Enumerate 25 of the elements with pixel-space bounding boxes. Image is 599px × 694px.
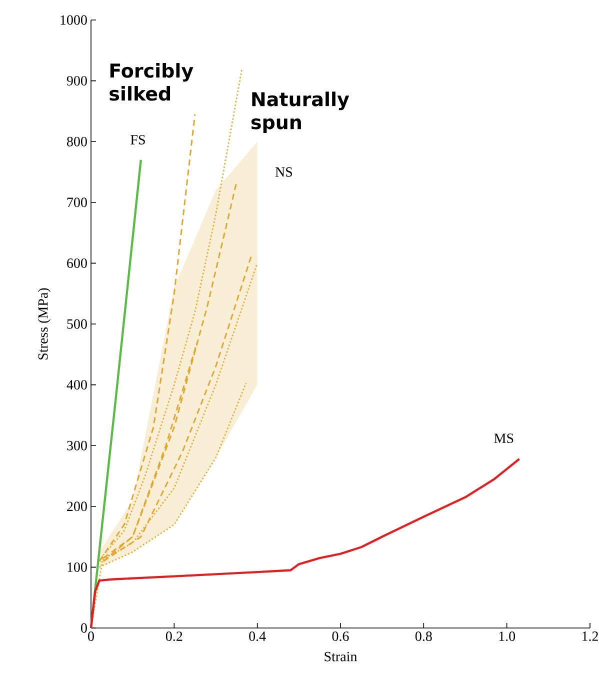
y-tick-label: 400 (66, 380, 87, 390)
annotation: FS (130, 135, 145, 144)
annotation: Naturally spun (251, 92, 350, 134)
y-tick-label: 600 (67, 258, 87, 268)
y-tick-label: 0 (81, 623, 87, 633)
y-tick-label: 900 (66, 76, 87, 86)
y-axis-title: Stress (MPa) (38, 288, 51, 360)
x-tick-label: 1.0 (499, 632, 516, 642)
x-tick-label: 0.6 (332, 632, 349, 642)
x-axis-title: Strain (324, 652, 358, 662)
y-tick-label: 800 (67, 136, 87, 146)
y-tick-label: 700 (67, 198, 87, 208)
y-tick-label: 300 (67, 440, 87, 450)
x-tick-label: 0.4 (249, 632, 266, 642)
x-tick-label: 0 (88, 632, 94, 641)
y-tick-label: 200 (67, 502, 87, 512)
x-tick-label: 0.2 (166, 632, 182, 642)
y-tick-label: 100 (68, 562, 87, 572)
x-tick-label: 0.8 (415, 632, 432, 642)
annotation: MS (494, 434, 514, 444)
x-tick-label: 1.2 (582, 632, 598, 641)
y-tick-label: 500 (67, 319, 87, 329)
y-tick-label: 1000 (60, 15, 87, 25)
annotation: Forcibly silked (110, 63, 194, 101)
annotation: NS (275, 167, 292, 177)
